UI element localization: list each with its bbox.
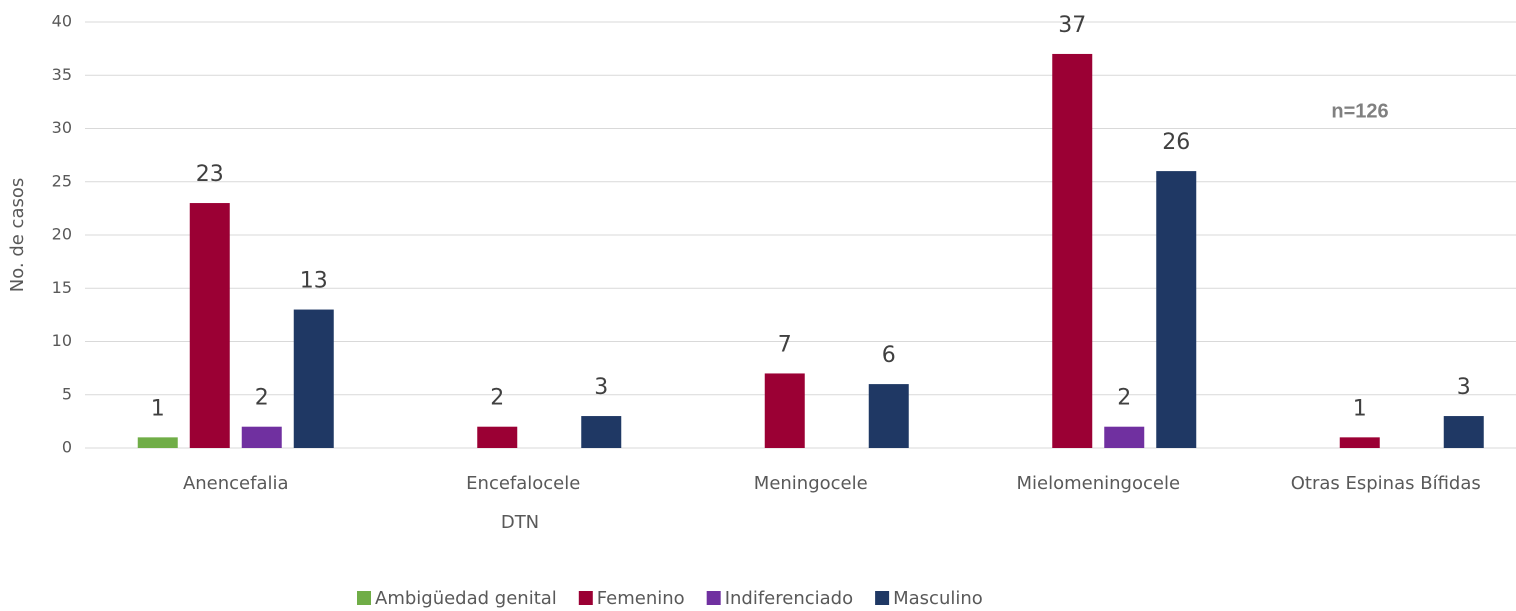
legend-swatch [357,591,371,605]
y-tick-label: 5 [62,384,72,403]
bar [189,203,230,448]
bar [137,437,178,448]
y-tick-label: 15 [52,278,72,297]
y-tick-label: 0 [62,438,72,457]
data-label: 23 [196,162,224,187]
data-label: 2 [255,386,269,411]
y-axis-label: No. de casos [7,178,28,293]
data-label: 2 [1117,386,1131,411]
y-tick-label: 20 [52,225,72,244]
x-tick-label: Otras Espinas Bífidas [1291,473,1481,494]
bar [293,309,334,448]
bar [1052,53,1093,448]
data-label: 7 [778,332,792,357]
data-label: 1 [1353,396,1367,421]
data-label: 3 [594,375,608,400]
legend-label: Masculino [893,588,983,609]
y-tick-label: 35 [52,65,72,84]
data-label: 1 [151,396,165,421]
legend-swatch [578,591,593,605]
legend-label: Ambigüedad genital [375,588,557,609]
x-axis-label: DTN [501,512,539,533]
x-tick-label: Encefalocele [466,473,580,494]
y-tick-label: 30 [52,118,72,137]
bar [764,373,805,448]
legend-swatch [875,591,890,605]
bar [581,416,622,448]
bar [241,426,282,448]
y-tick-label: 25 [52,171,72,190]
bar [1339,437,1380,448]
y-tick-label: 10 [52,331,72,350]
data-label: 26 [1162,130,1190,155]
x-tick-label: Meningocele [754,473,868,494]
bar [1156,171,1197,448]
bar [1443,416,1484,448]
data-label: 37 [1058,13,1086,38]
bar [1104,426,1145,448]
data-label: 3 [1457,375,1471,400]
bar [868,384,909,448]
bar [477,426,518,448]
legend-label: Femenino [597,588,685,609]
legend-swatch [706,591,721,605]
annotation: n=126 [1331,100,1388,122]
x-tick-label: Mielomeningocele [1016,473,1180,494]
data-label: 13 [300,269,328,294]
x-tick-label: Anencefalia [183,473,289,494]
legend-label: Indiferenciado [725,588,853,609]
data-label: 6 [882,343,896,368]
data-label: 2 [490,386,504,411]
y-tick-label: 40 [52,12,72,31]
